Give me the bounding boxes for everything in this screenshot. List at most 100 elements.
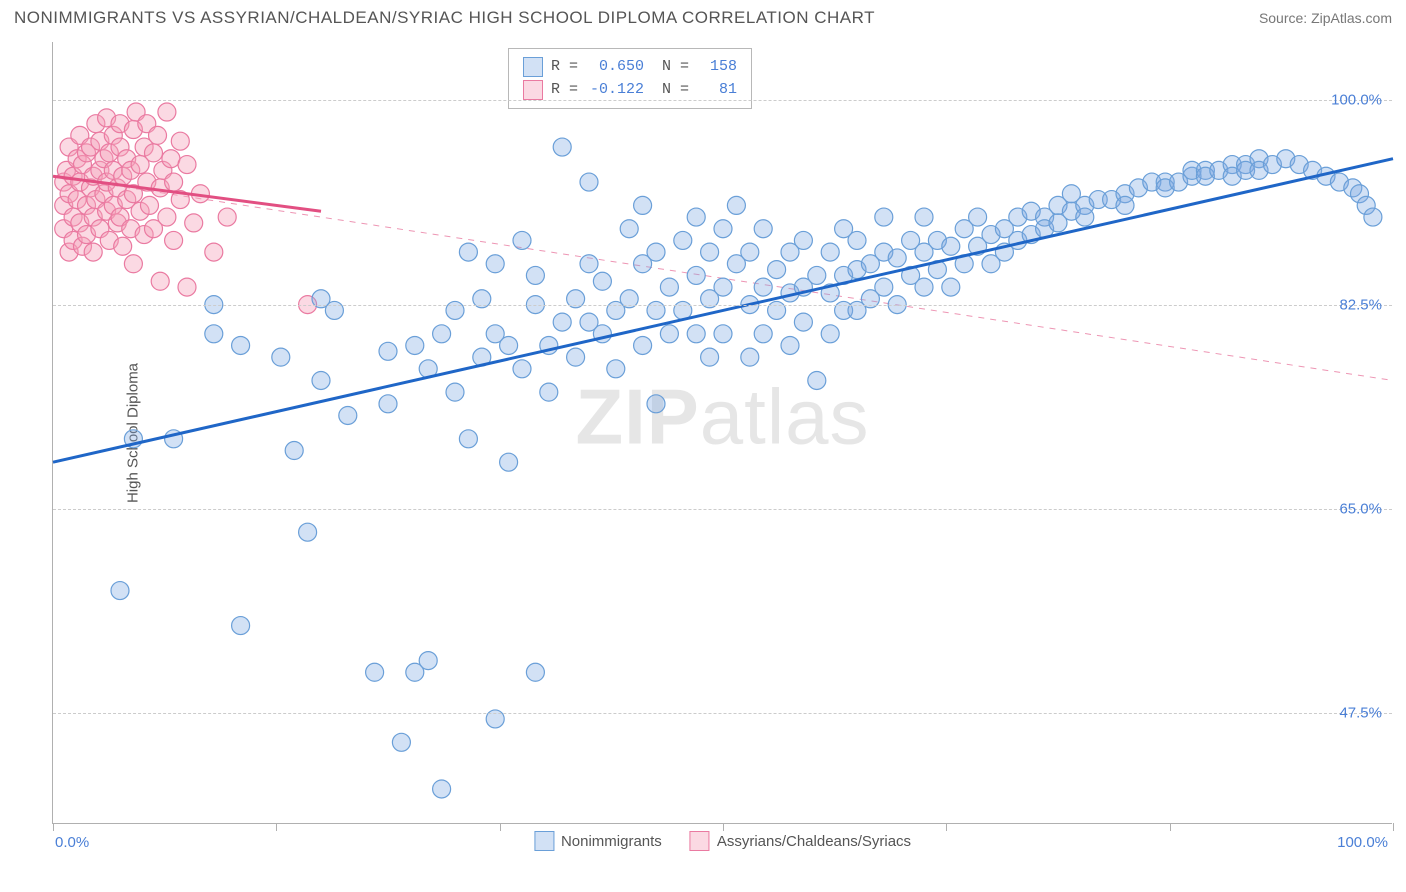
scatter-point-pink (165, 231, 183, 249)
scatter-point-blue (754, 278, 772, 296)
scatter-point-blue (446, 383, 464, 401)
chart-header: NONIMMIGRANTS VS ASSYRIAN/CHALDEAN/SYRIA… (0, 0, 1406, 34)
scatter-point-blue (808, 266, 826, 284)
legend-label: Nonimmigrants (561, 833, 662, 850)
scatter-point-pink (114, 237, 132, 255)
scatter-point-pink (205, 243, 223, 261)
scatter-point-pink (185, 214, 203, 232)
scatter-point-blue (647, 395, 665, 413)
scatter-point-blue (1116, 196, 1134, 214)
scatter-point-pink (158, 208, 176, 226)
x-tick (276, 823, 277, 831)
scatter-point-pink (162, 150, 180, 168)
scatter-point-blue (1364, 208, 1382, 226)
scatter-point-pink (140, 196, 158, 214)
scatter-point-blue (379, 342, 397, 360)
blue-trend-line (53, 159, 1393, 462)
legend-swatch (534, 831, 554, 851)
scatter-point-blue (687, 266, 705, 284)
chart-source: Source: ZipAtlas.com (1259, 10, 1392, 26)
scatter-point-blue (701, 243, 719, 261)
stats-n-label: N = (662, 55, 689, 78)
legend-label: Assyrians/Chaldeans/Syriacs (717, 833, 911, 850)
x-axis-min-label: 0.0% (55, 834, 89, 851)
stats-n-value: 158 (697, 55, 737, 78)
y-tick-label: 100.0% (1331, 92, 1382, 109)
scatter-point-blue (754, 325, 772, 343)
stats-r-value: -0.122 (586, 78, 644, 101)
scatter-point-blue (419, 652, 437, 670)
scatter-point-blue (701, 348, 719, 366)
scatter-point-blue (674, 231, 692, 249)
scatter-point-pink (178, 278, 196, 296)
x-tick (723, 823, 724, 831)
scatter-point-blue (433, 780, 451, 798)
scatter-point-pink (218, 208, 236, 226)
scatter-point-blue (500, 453, 518, 471)
gridline (53, 713, 1392, 714)
stats-n-value: 81 (697, 78, 737, 101)
scatter-point-blue (580, 255, 598, 273)
stats-swatch (523, 80, 543, 100)
scatter-point-blue (660, 325, 678, 343)
scatter-point-blue (687, 208, 705, 226)
x-tick (1393, 823, 1394, 831)
scatter-point-blue (526, 266, 544, 284)
scatter-point-blue (392, 733, 410, 751)
scatter-point-blue (754, 220, 772, 238)
plot-svg (53, 42, 1392, 823)
stats-r-label: R = (551, 78, 578, 101)
scatter-point-blue (821, 243, 839, 261)
chart-title: NONIMMIGRANTS VS ASSYRIAN/CHALDEAN/SYRIA… (14, 8, 875, 28)
gridline (53, 305, 1392, 306)
x-tick (500, 823, 501, 831)
scatter-point-blue (821, 325, 839, 343)
scatter-point-blue (620, 220, 638, 238)
scatter-point-blue (285, 442, 303, 460)
scatter-point-blue (500, 336, 518, 354)
x-tick (53, 823, 54, 831)
y-tick-label: 82.5% (1339, 296, 1382, 313)
scatter-point-blue (433, 325, 451, 343)
gridline (53, 509, 1392, 510)
scatter-point-blue (794, 231, 812, 249)
legend-swatch (690, 831, 710, 851)
scatter-point-blue (540, 383, 558, 401)
scatter-point-blue (969, 208, 987, 226)
scatter-point-blue (727, 196, 745, 214)
scatter-point-blue (660, 278, 678, 296)
scatter-point-blue (634, 196, 652, 214)
scatter-point-blue (741, 243, 759, 261)
scatter-point-blue (486, 255, 504, 273)
scatter-point-blue (607, 360, 625, 378)
y-tick-label: 47.5% (1339, 705, 1382, 722)
scatter-point-blue (714, 278, 732, 296)
scatter-point-blue (567, 348, 585, 366)
bottom-legend: Nonimmigrants Assyrians/Chaldeans/Syriacs (534, 831, 911, 851)
gridline (53, 100, 1392, 101)
stats-row: R =-0.122N =81 (523, 78, 737, 101)
scatter-point-blue (942, 237, 960, 255)
scatter-point-blue (888, 249, 906, 267)
scatter-point-blue (808, 371, 826, 389)
stats-row: R =0.650N =158 (523, 55, 737, 78)
scatter-point-blue (634, 336, 652, 354)
scatter-point-pink (84, 243, 102, 261)
scatter-point-blue (848, 231, 866, 249)
scatter-point-blue (741, 348, 759, 366)
scatter-point-blue (714, 325, 732, 343)
scatter-point-blue (513, 360, 531, 378)
scatter-point-blue (915, 278, 933, 296)
legend-item: Nonimmigrants (534, 831, 662, 851)
scatter-point-blue (915, 208, 933, 226)
scatter-point-blue (272, 348, 290, 366)
scatter-point-blue (647, 243, 665, 261)
scatter-point-blue (768, 261, 786, 279)
stats-swatch (523, 57, 543, 77)
scatter-point-blue (875, 278, 893, 296)
scatter-point-blue (459, 243, 477, 261)
scatter-point-blue (339, 406, 357, 424)
scatter-point-blue (1076, 208, 1094, 226)
scatter-point-pink (124, 255, 142, 273)
scatter-point-pink (178, 156, 196, 174)
